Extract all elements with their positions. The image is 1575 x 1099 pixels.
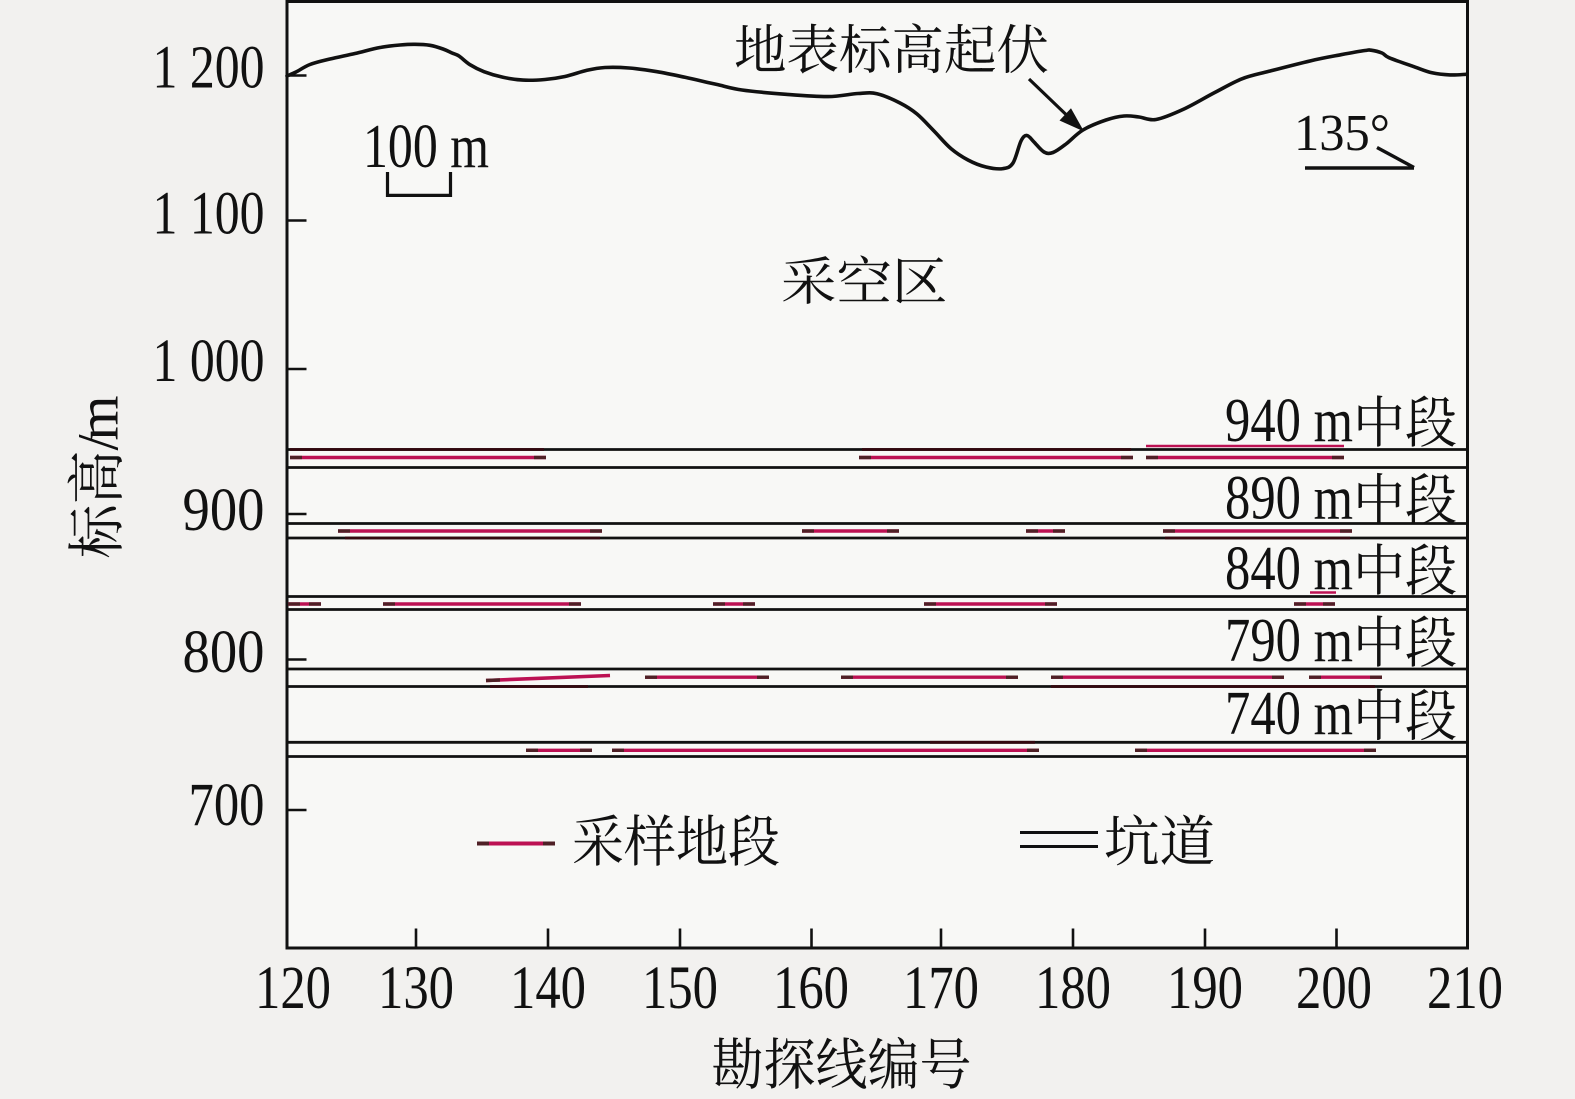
svg-text:890 m: 890 m	[1225, 462, 1353, 532]
svg-text:940 m: 940 m	[1225, 385, 1353, 455]
svg-text:170: 170	[903, 954, 979, 1022]
svg-text:160: 160	[773, 954, 849, 1022]
svg-text:180: 180	[1035, 954, 1111, 1022]
svg-text:190: 190	[1167, 954, 1243, 1022]
svg-text:150: 150	[642, 954, 718, 1022]
svg-text:130: 130	[378, 954, 454, 1022]
svg-text:900: 900	[183, 476, 265, 544]
svg-text:100 m: 100 m	[363, 111, 489, 181]
svg-text:840 m: 840 m	[1225, 533, 1353, 603]
svg-text:800: 800	[183, 618, 265, 686]
svg-text:1 000: 1 000	[153, 327, 265, 395]
svg-text:790 m: 790 m	[1225, 605, 1353, 675]
svg-text:140: 140	[510, 954, 586, 1022]
svg-text:740 m: 740 m	[1225, 678, 1353, 748]
svg-text:210: 210	[1427, 954, 1503, 1022]
svg-text:200: 200	[1296, 954, 1372, 1022]
svg-text:/m: /m	[65, 396, 130, 451]
svg-text:120: 120	[255, 954, 331, 1022]
svg-text:1 100: 1 100	[153, 179, 265, 247]
svg-text:700: 700	[189, 771, 265, 839]
svg-text:1 200: 1 200	[153, 34, 265, 102]
svg-text:135°: 135°	[1294, 105, 1390, 162]
